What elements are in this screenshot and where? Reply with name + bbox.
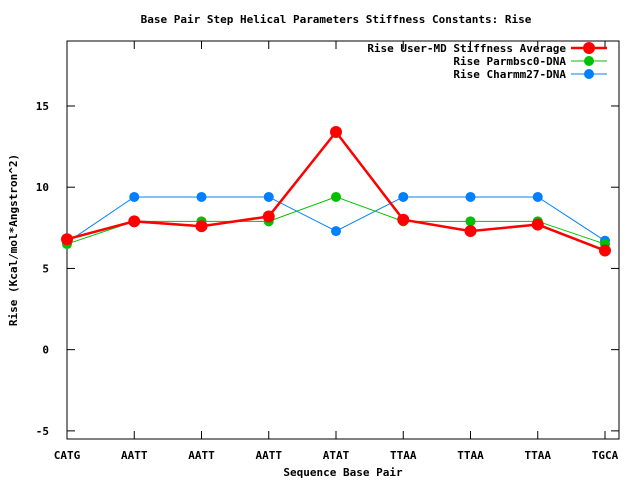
y-tick-label: -5 [36, 425, 49, 438]
chart-title: Base Pair Step Helical Parameters Stiffn… [141, 13, 532, 26]
data-point [129, 191, 140, 202]
data-point [262, 210, 275, 223]
x-tick-label: CATG [54, 449, 81, 462]
series-1 [61, 125, 611, 257]
x-tick-label: TTAA [525, 449, 552, 462]
data-point [331, 191, 341, 202]
data-point [465, 191, 476, 202]
x-tick-label: AATT [121, 449, 148, 462]
legend-label: Rise User-MD Stiffness Average [367, 42, 566, 55]
data-point [263, 191, 274, 202]
data-point [464, 225, 477, 238]
x-tick-label: TGCA [592, 449, 619, 462]
data-point [465, 216, 476, 227]
series-layer [61, 125, 611, 257]
data-point [599, 244, 611, 257]
data-point [195, 220, 208, 233]
legend-swatch-marker [584, 56, 594, 66]
x-tick-label: AATT [188, 449, 215, 462]
data-point [532, 191, 543, 202]
y-tick-label: 5 [42, 262, 49, 275]
legend-swatch-marker [583, 42, 595, 54]
x-tick-label: TTAA [457, 449, 484, 462]
series-2 [62, 191, 610, 250]
data-point [397, 213, 410, 226]
legend-swatch-marker [584, 69, 594, 79]
series-line [66, 196, 606, 245]
y-tick-label: 15 [36, 100, 49, 113]
plot-frame [66, 40, 620, 440]
legend-label: Rise Charmm27-DNA [453, 68, 566, 81]
x-tick-label: AATT [256, 449, 283, 462]
data-point [331, 226, 341, 237]
data-point [398, 191, 409, 202]
data-point [330, 125, 342, 138]
y-axis-label: Rise (Kcal/mol*Angstron^2) [7, 154, 20, 326]
legend-label: Rise Parmbsc0-DNA [453, 55, 566, 68]
y-tick-label: 10 [36, 181, 49, 194]
x-axis-label: Sequence Base Pair [283, 466, 403, 479]
data-point [61, 233, 73, 246]
x-tick-label: TTAA [390, 449, 417, 462]
y-axis: -5 0 5 10 15 [36, 100, 619, 438]
data-point [196, 191, 207, 202]
y-tick-label: 0 [42, 344, 49, 357]
data-point [531, 218, 544, 231]
x-tick-label: ATAT [323, 449, 350, 462]
x-axis: CATG AATT AATT AATT ATAT TTAA TTAA TTAA TGCA [54, 41, 619, 462]
data-point [128, 215, 141, 228]
